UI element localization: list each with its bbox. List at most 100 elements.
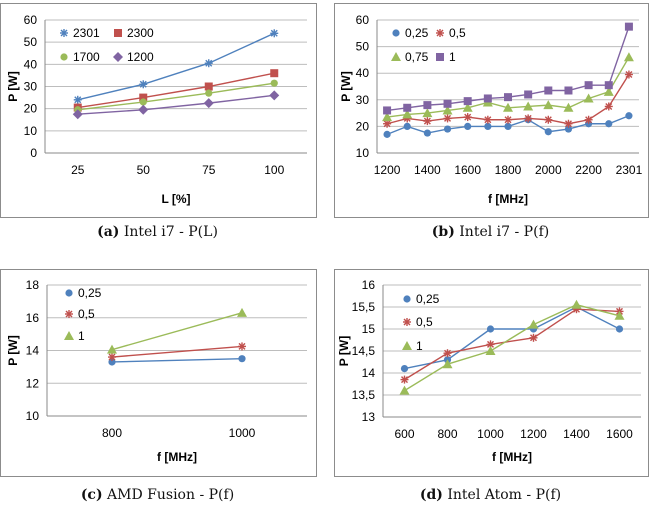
chart-b-x-axis-title: f [MHz] [488, 192, 528, 206]
chart-b-data-point [443, 99, 452, 108]
chart-a-ytick-label: 0 [30, 146, 37, 160]
chart-b-data-point [422, 108, 433, 118]
chart-a-xtick-label: 25 [71, 163, 85, 177]
chart-a-data-point [139, 98, 147, 106]
chart-a-series-line [77, 32, 275, 101]
chart-b-data-point [383, 130, 391, 138]
chart-d-legend-label: 0,25 [416, 292, 440, 306]
chart-d-ytick-label: 15,5 [352, 300, 376, 314]
chart-d-xtick-label: 600 [394, 427, 414, 441]
chart-b-xtick-label: 2000 [535, 163, 562, 177]
chart-b-data-point [463, 113, 472, 122]
chart-d-ytick-label: 13 [362, 410, 376, 424]
chart-c-data-point [108, 353, 116, 362]
chart-b-data-point [423, 129, 431, 137]
chart-d-data-point [486, 325, 495, 333]
chart-d-xtick-label: 800 [437, 427, 457, 441]
chart-b-ytick-label: 20 [356, 119, 370, 133]
chart-c-legend-label: 1 [78, 329, 85, 343]
chart-a-legend-label: 2301 [73, 26, 100, 40]
chart-a-xtick-label: 100 [264, 163, 284, 177]
chart-b-data-point [563, 102, 574, 112]
caption-b: (b) Intel i7 - P(f) [334, 224, 647, 240]
chart-a-legend-marker [60, 29, 68, 37]
chart-d-xtick-label: 1600 [606, 427, 633, 441]
chart-c-legend-label: 0,5 [78, 307, 95, 321]
chart-c-data-point [238, 342, 246, 351]
chart-c-ytick-label: 10 [26, 409, 40, 423]
chart-b-ytick-label: 60 [356, 13, 370, 27]
chart-a-ytick-label: 30 [24, 80, 38, 94]
chart-a-ytick-label: 50 [24, 35, 38, 49]
caption-d: (d) Intel Atom - P(f) [334, 487, 647, 503]
chart-b-legend-label: 0,5 [449, 26, 466, 40]
chart-b-xtick-label: 1400 [414, 163, 441, 177]
chart-d-y-axis-title: P [W] [337, 336, 351, 366]
chart-b-data-point [544, 128, 552, 136]
chart-b-data-point [524, 90, 533, 99]
chart-b-data-point [544, 115, 553, 124]
chart-c-ytick-label: 16 [26, 311, 40, 325]
chart-b-data-point [584, 81, 593, 90]
chart-b-data-point [423, 101, 432, 110]
chart-b-xtick-label: 2301 [616, 163, 643, 177]
chart-b-legend-marker [436, 29, 444, 37]
chart-d-series-line [404, 304, 620, 392]
caption-c: (c) AMD Fusion - P(f) [0, 487, 315, 503]
chart-b-ytick-label: 10 [356, 146, 370, 160]
chart-a-xtick-label: 50 [137, 163, 151, 177]
chart-b-ytick-label: 50 [356, 40, 370, 54]
chart-a-ytick-label: 40 [24, 57, 38, 71]
chart-d-ytick-label: 15 [362, 322, 376, 336]
chart-b-data-point [504, 122, 512, 130]
chart-b-legend-marker [391, 52, 401, 61]
chart-d-ytick-label: 14 [362, 366, 376, 380]
chart-a-data-point [205, 89, 213, 97]
chart-a-ytick-label: 10 [24, 124, 38, 138]
chart-c-series-line [111, 312, 243, 351]
chart-b-data-point [564, 119, 573, 128]
chart-d-data-point [400, 365, 409, 373]
chart-a-data-point [72, 109, 83, 120]
chart-b-ytick-label: 30 [356, 93, 370, 107]
caption-a: (a) Intel i7 - P(L) [0, 224, 315, 240]
chart-b-xtick-label: 2200 [575, 163, 602, 177]
chart-b-data-point [503, 102, 513, 112]
chart-b-data-point [484, 122, 492, 130]
chart-b-data-point [564, 125, 573, 133]
chart-b-legend-marker [436, 53, 444, 61]
chart-a-data-point [139, 93, 148, 102]
chart-a-data-point [269, 90, 280, 101]
chart-d-data-point [485, 346, 496, 355]
chart-b-ytick-label: 40 [356, 66, 370, 80]
chart-b-data-point [524, 114, 533, 123]
chart-b-legend-label: 0,25 [405, 26, 429, 40]
chart-d-legend-label: 1 [416, 339, 423, 353]
chart-d-legend-marker [403, 295, 411, 303]
chart-d-data-point [529, 333, 538, 342]
chart-d-ytick-label: 13,5 [352, 388, 376, 402]
chart-c-x-axis-title: f [MHz] [157, 450, 197, 464]
chart-a-data-point [204, 59, 213, 68]
chart-b-data-point [625, 112, 633, 120]
chart-d-data-point [400, 375, 409, 384]
chart-d-data-point [615, 325, 624, 333]
chart-d-series-line [404, 308, 620, 381]
chart-b-xtick-label: 1800 [495, 163, 522, 177]
chart-b-data-point [604, 81, 613, 90]
chart-b-data-point [402, 109, 413, 119]
chart-c-data-point [107, 344, 117, 354]
chart-b-data-point [483, 94, 492, 103]
chart-b-data-point [584, 115, 593, 124]
chart-b-data-point [443, 125, 452, 133]
chart-b-data-point [483, 115, 492, 124]
chart-b-data-point [443, 114, 452, 123]
caption-d-tag: (d) [419, 487, 443, 503]
caption-a-text: Intel i7 - P(L) [123, 224, 218, 240]
chart-b-legend-label: 1 [449, 50, 456, 64]
chart-d-series-line [404, 306, 620, 370]
caption-b-tag: (b) [431, 224, 455, 240]
chart-a-legend-marker [60, 53, 68, 61]
